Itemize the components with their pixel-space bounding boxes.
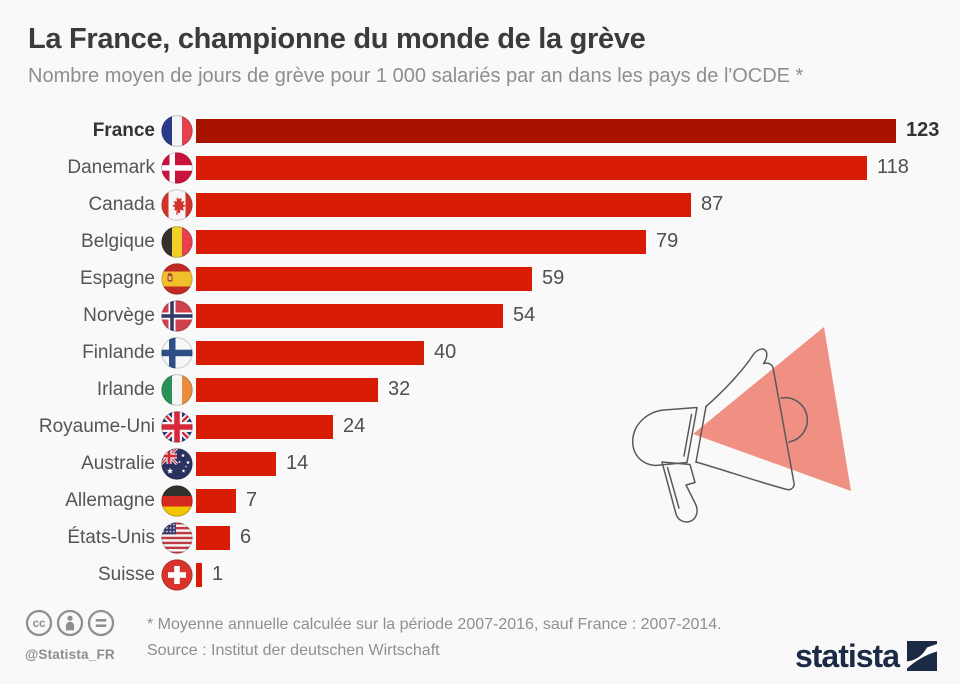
bar-denmark	[196, 155, 867, 180]
chart-row-germany: Allemagne 7	[0, 482, 960, 519]
value-label: 24	[343, 415, 366, 437]
country-label: Royaume-Uni	[38, 415, 155, 437]
flag-germany-icon	[161, 484, 193, 517]
bar-uk	[196, 414, 333, 439]
country-label: France	[92, 119, 155, 141]
value-label: 14	[286, 452, 309, 474]
bar-france	[196, 118, 896, 143]
bar-belgium	[196, 229, 646, 254]
value-label: 59	[542, 267, 565, 289]
flag-france-icon	[161, 114, 193, 147]
value-label: 6	[240, 526, 252, 548]
flag-belgium-icon	[161, 225, 193, 258]
bar-australia	[196, 451, 276, 476]
chart-row-ireland: Irlande 32	[0, 371, 960, 408]
flag-switzerland-icon	[161, 558, 193, 591]
country-label: Australie	[81, 452, 155, 474]
value-label: 123	[906, 119, 940, 141]
bar-norway	[196, 303, 503, 328]
flag-canada-icon	[161, 188, 193, 221]
country-label: Suisse	[97, 563, 155, 585]
value-label: 32	[388, 378, 411, 400]
source: Source : Institut der deutschen Wirtscha…	[147, 642, 440, 659]
bar-ireland	[196, 377, 378, 402]
megaphone-illustration	[632, 327, 851, 523]
no-derivatives-equals-icon	[87, 609, 115, 637]
chart-row-switzerland: Suisse 1	[0, 556, 960, 593]
footnote: * Moyenne annuelle calculée sur la pério…	[147, 616, 722, 633]
chart-row-belgium: Belgique 79	[0, 223, 960, 260]
country-label: Norvège	[83, 304, 155, 326]
megaphone-outline	[632, 348, 809, 523]
bar-usa	[196, 525, 230, 550]
license-block: cc @Statista_FR	[25, 609, 142, 662]
country-label: États-Unis	[67, 526, 155, 548]
statista-logo: statista	[794, 638, 937, 674]
cc-icon	[25, 609, 53, 637]
chart-row-finland: Finlande 40	[0, 334, 960, 371]
attribution-person-icon	[56, 609, 84, 637]
bar-switzerland	[196, 562, 202, 587]
country-label: Finlande	[82, 341, 155, 363]
country-label: Danemark	[67, 156, 155, 178]
country-label: Canada	[88, 193, 155, 215]
country-label: Espagne	[79, 267, 155, 289]
statista-logo-text: statista	[794, 638, 900, 674]
value-label: 54	[513, 304, 536, 326]
chart-row-france: France 123	[0, 112, 960, 149]
chart-row-spain: Espagne 59	[0, 260, 960, 297]
flag-ireland-icon	[161, 373, 193, 406]
chart-row-australia: Australie 14	[0, 445, 960, 482]
flag-spain-icon	[161, 262, 193, 295]
bar-germany	[196, 488, 236, 513]
country-label: Irlande	[96, 378, 155, 400]
value-label: 87	[701, 193, 724, 215]
chart-row-uk: Royaume-Uni 24	[0, 408, 960, 445]
chart-row-denmark: Danemark 118	[0, 149, 960, 186]
flag-usa-icon	[161, 521, 193, 554]
bar-chart: France 123 Danemark 118 Canada 87 Belgique 79 Es…	[0, 112, 960, 593]
page-title: La France, championne du monde de la grè…	[28, 23, 646, 55]
bar-finland	[196, 340, 424, 365]
country-label: Belgique	[81, 230, 155, 252]
flag-denmark-icon	[161, 151, 193, 184]
chart-row-canada: Canada 87	[0, 186, 960, 223]
bar-spain	[196, 266, 532, 291]
cc-license-icons: cc	[25, 609, 115, 637]
flag-norway-icon	[161, 299, 193, 332]
notes: * Moyenne annuelle calculée sur la pério…	[147, 612, 722, 664]
flag-australia-icon	[161, 447, 193, 480]
value-label: 40	[434, 341, 457, 363]
flag-uk-icon	[161, 410, 193, 443]
chart-row-norway: Norvège 54	[0, 297, 960, 334]
value-label: 79	[656, 230, 679, 252]
twitter-handle: @Statista_FR	[25, 647, 115, 662]
svg-text:cc: cc	[33, 618, 46, 630]
header: La France, championne du monde de la grè…	[28, 22, 938, 88]
megaphone-sound-triangle	[693, 327, 851, 491]
value-label: 118	[877, 156, 909, 178]
chart-row-usa: États-Unis 6	[0, 519, 960, 556]
country-label: Allemagne	[65, 489, 155, 511]
flag-finland-icon	[161, 336, 193, 369]
value-label: 1	[212, 563, 224, 585]
bar-canada	[196, 192, 691, 217]
statista-logo-mark-icon	[907, 641, 937, 671]
page-subtitle: Nombre moyen de jours de grève pour 1 00…	[28, 65, 804, 87]
value-label: 7	[246, 489, 258, 511]
footer: cc @Statista_FR * Moyenne annuelle calcu…	[0, 606, 960, 684]
